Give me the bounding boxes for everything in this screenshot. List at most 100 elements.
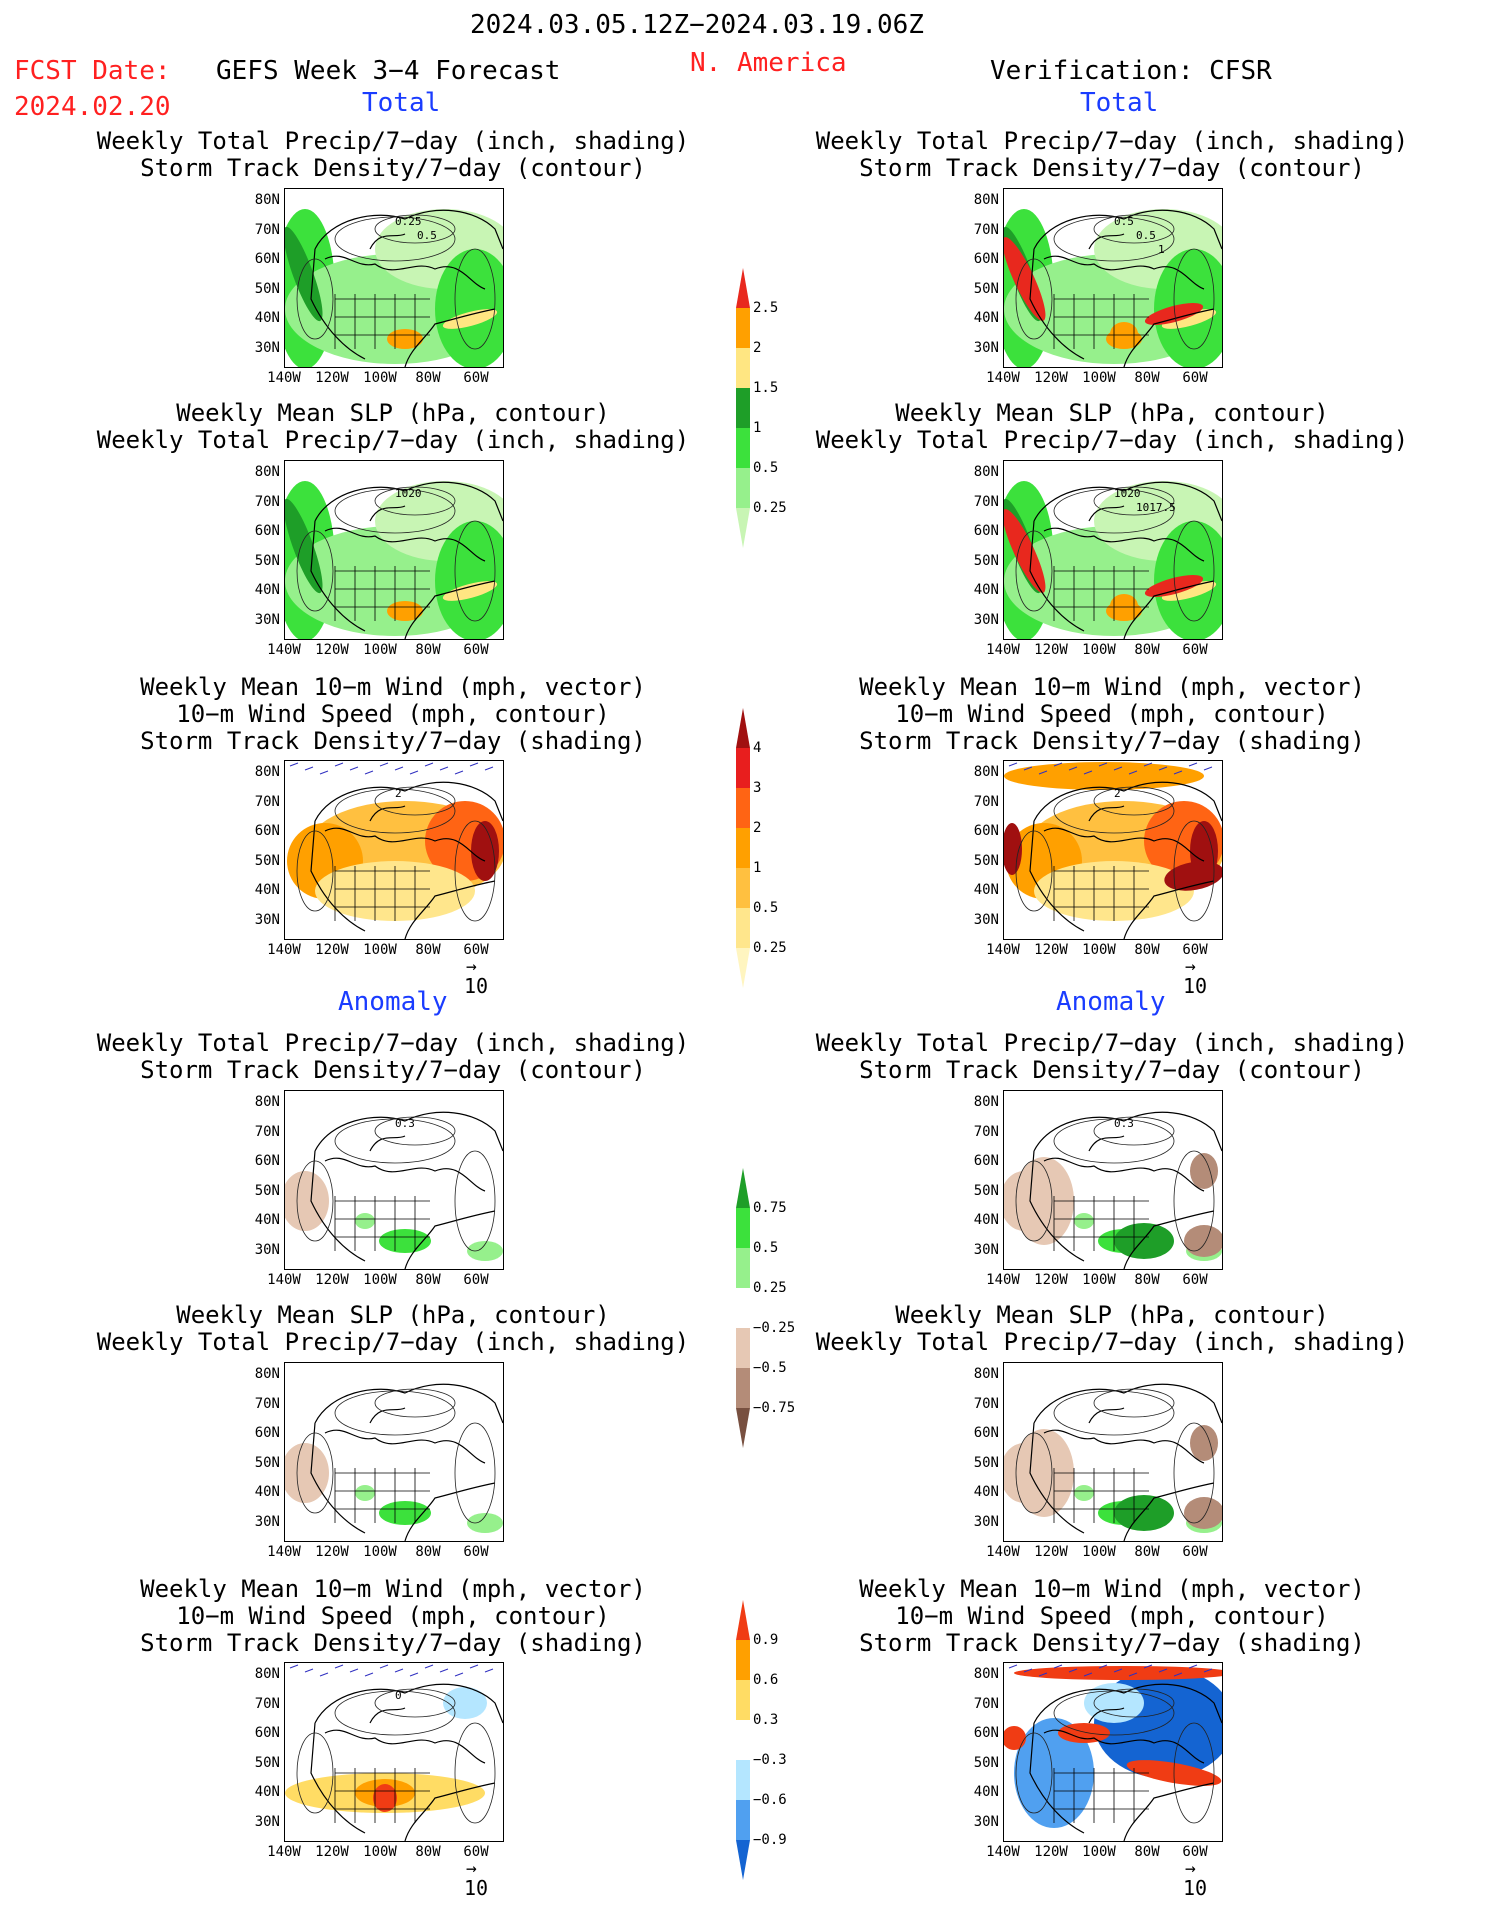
anom-shade (1014, 1429, 1074, 1517)
contour-label: 1020 (395, 487, 422, 500)
precip-shade (435, 521, 503, 639)
lon-tick-label: 100W (363, 942, 397, 958)
lat-tick-label: 40N (254, 1784, 280, 1800)
lat-tick-label: 80N (973, 1094, 999, 1110)
lon-tick-label: 140W (986, 642, 1020, 658)
storm-shade (1004, 762, 1204, 790)
colorbar-segment (736, 428, 750, 468)
lat-tick-label: 70N (254, 1695, 280, 1712)
lat-tick-label: 30N (254, 1241, 280, 1258)
coastline (1029, 481, 1222, 639)
colorbar-label: 0.6 (753, 1672, 779, 1688)
panel-title-line: Weekly Mean SLP (hPa, contour) (176, 399, 610, 427)
coastline (310, 781, 503, 939)
anom-shade (1190, 1153, 1218, 1189)
lat-tick-label: 40N (254, 882, 280, 898)
colorbar-svg (736, 1600, 750, 1880)
colorbar-label: 1.5 (753, 380, 779, 396)
anom-shade (1184, 1497, 1222, 1529)
lon-tick-label: 80W (415, 642, 441, 658)
lon-tick-label: 100W (363, 1272, 397, 1288)
coastline (310, 481, 503, 639)
lat-tick-label: 50N (973, 1182, 999, 1199)
lat-tick-label: 70N (254, 1123, 280, 1140)
lat-tick-label: 70N (254, 1395, 280, 1412)
panel-title: Weekly Mean 10−m Wind (mph, vector) 10−m … (63, 1576, 723, 1657)
lon-tick-label: 140W (986, 942, 1020, 958)
colorbar-segment (736, 308, 750, 348)
contour-layer (1015, 214, 1215, 350)
panel-title-line: 10−m Wind Speed (mph, contour) (895, 700, 1329, 728)
vector-reference-arrow: → (1185, 956, 1196, 977)
colorbar-label: 0.25 (753, 500, 787, 516)
lon-tick-label: 80W (415, 370, 441, 386)
lon-tick-label: 100W (363, 642, 397, 658)
lat-tick-label: 50N (973, 1754, 999, 1771)
shading-layer (285, 209, 503, 367)
contour-label: 0.5 (1114, 215, 1134, 228)
anom-shade (1004, 1726, 1026, 1750)
lat-tick-label: 70N (254, 793, 280, 810)
coastline (1029, 209, 1222, 367)
colorbar-segment (736, 1208, 750, 1248)
panel-title-line: 10−m Wind Speed (mph, contour) (176, 700, 610, 728)
contour-label: 0.5 (417, 229, 437, 242)
panel-title-line: Weekly Total Precip/7−day (inch, shading… (96, 1328, 690, 1356)
map-frame: 0 (284, 1662, 504, 1842)
lat-tick-label: 40N (254, 1484, 280, 1500)
coastline (1029, 1383, 1222, 1541)
map-frame: 1020 (284, 460, 504, 640)
colorbar-svg (736, 1168, 750, 1448)
panel-title-line: Weekly Mean SLP (hPa, contour) (176, 1301, 610, 1329)
lon-tick-label: 140W (986, 370, 1020, 386)
lat-tick-label: 80N (973, 192, 999, 208)
shading-layer (1004, 1153, 1222, 1261)
lat-tick-label: 70N (254, 221, 280, 238)
vector-reference-arrow: → (466, 1858, 477, 1879)
lat-tick-label: 40N (254, 310, 280, 326)
lon-tick-label: 140W (267, 1844, 301, 1860)
lat-tick-label: 50N (254, 1754, 280, 1771)
anom-shade (1014, 1666, 1222, 1680)
contour-layer (1008, 1664, 1215, 1824)
panel-title: Weekly Mean SLP (hPa, contour) Weekly Tot… (63, 1302, 723, 1356)
colorbar-label: −0.6 (753, 1792, 787, 1808)
contour-layer (1008, 762, 1215, 922)
panel-title-line: Weekly Mean SLP (hPa, contour) (895, 1301, 1329, 1329)
lat-tick-label: 60N (973, 523, 999, 539)
colorbar-segment (736, 868, 750, 908)
lon-tick-label: 80W (415, 942, 441, 958)
precip-shade (387, 601, 423, 621)
lon-tick-label: 60W (1182, 1272, 1208, 1288)
colorbar-precip_anom: 0.75 0.5 0.25 −0.25 −0.5 −0.75 (735, 1168, 795, 1454)
colorbar-segment (736, 1368, 750, 1408)
state-borders (1053, 1468, 1149, 1523)
lon-tick-label: 60W (463, 642, 489, 658)
lat-tick-label: 30N (973, 1513, 999, 1530)
panel-title-line: Storm Track Density/7−day (shading) (140, 1629, 646, 1657)
colorbar-segment (736, 1600, 750, 1640)
anom-shade (355, 1213, 375, 1229)
colorbar-segment (736, 388, 750, 428)
colorbar-label: −0.5 (753, 1360, 787, 1376)
lat-tick-label: 80N (973, 1366, 999, 1382)
lon-tick-label: 60W (1182, 370, 1208, 386)
anom-shade (285, 1443, 329, 1503)
lat-tick-label: 40N (973, 310, 999, 326)
colorbar-precip_total: 2.5 2 1.5 1 0.5 0.25 (735, 268, 787, 554)
lat-tick-label: 60N (973, 823, 999, 839)
colorbar-segment (736, 1288, 750, 1328)
state-borders (334, 294, 430, 349)
lat-tick-label: 50N (973, 280, 999, 297)
contour-layer (296, 1116, 496, 1252)
lat-tick-label: 50N (254, 1454, 280, 1471)
lat-tick-label: 50N (254, 280, 280, 297)
lon-tick-label: 80W (1134, 1844, 1160, 1860)
contour-label: 0.25 (395, 215, 422, 228)
colorbar-segment (736, 1248, 750, 1288)
lat-tick-label: 70N (973, 793, 999, 810)
section-total-left: Total (362, 88, 441, 118)
lon-tick-label: 100W (1082, 1844, 1116, 1860)
lat-tick-label: 70N (973, 221, 999, 238)
